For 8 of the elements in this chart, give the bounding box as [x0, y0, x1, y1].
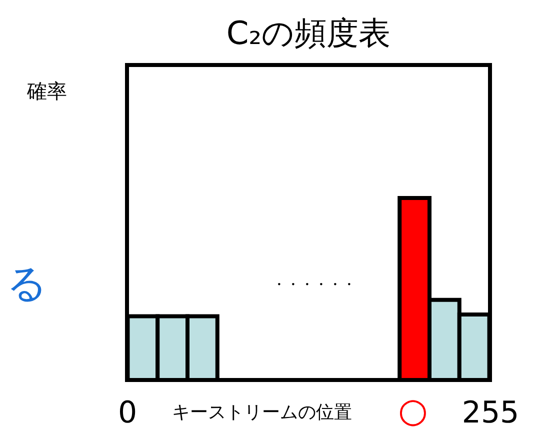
text: 確率 [26, 79, 67, 103]
x-tick-label: 255 [462, 396, 520, 427]
chart-title: C₂の頻度表 [226, 14, 391, 52]
x-axis-title: キーストリームの位置 [172, 402, 352, 423]
x-tick-label: 0 [118, 396, 138, 427]
annotation: ・・・・・・ [272, 277, 356, 293]
text: る [6, 261, 48, 307]
text: ○ [398, 391, 428, 427]
